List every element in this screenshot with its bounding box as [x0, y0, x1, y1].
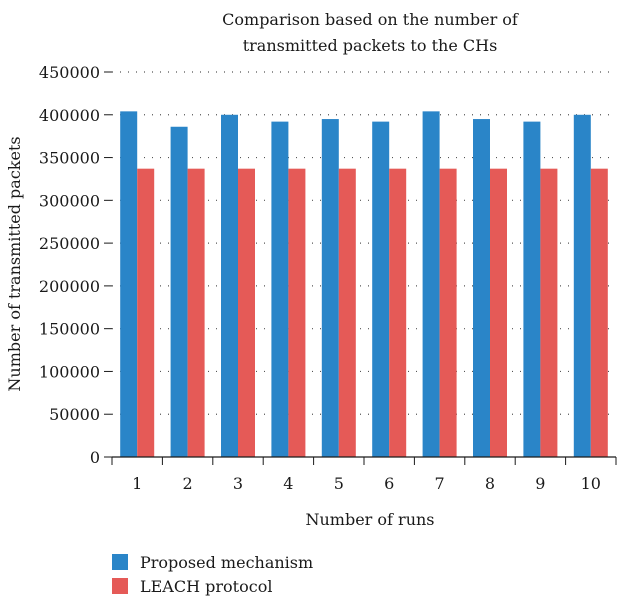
bar-proposed	[422, 111, 440, 457]
bar-leach	[187, 168, 205, 457]
chart-title-line-1: Comparison based on the number of	[222, 10, 519, 29]
bar-leach	[137, 168, 155, 457]
legend-swatch-leach	[112, 578, 128, 594]
y-tick-label: 400000	[39, 106, 100, 125]
y-tick-label: 100000	[39, 362, 100, 381]
bar-leach	[338, 168, 356, 457]
y-tick-label: 150000	[39, 320, 100, 339]
legend-label-proposed: Proposed mechanism	[140, 552, 314, 572]
x-tick-label: 4	[283, 474, 293, 493]
bar-leach	[288, 168, 306, 457]
chart-title-line-2: transmitted packets to the CHs	[243, 36, 498, 55]
bar-leach	[540, 168, 558, 457]
bar-proposed	[170, 126, 188, 457]
bar-proposed	[271, 121, 289, 457]
x-tick-label: 3	[233, 474, 243, 493]
bar-proposed	[321, 119, 339, 458]
y-tick-label: 200000	[39, 277, 100, 296]
x-tick-label: 8	[485, 474, 495, 493]
bar-leach	[490, 168, 507, 457]
y-tick-label: 50000	[49, 405, 100, 424]
bar-leach	[590, 168, 608, 457]
bar-proposed	[473, 119, 490, 458]
x-tick-label: 10	[581, 474, 601, 493]
legend-item-leach: LEACH protocol	[112, 574, 313, 598]
x-tick-label: 1	[132, 474, 142, 493]
bar-proposed	[372, 121, 390, 457]
y-tick-label: 350000	[39, 149, 100, 168]
legend-label-leach: LEACH protocol	[140, 576, 273, 596]
y-tick-label: 250000	[39, 234, 100, 253]
x-tick-label: 9	[535, 474, 545, 493]
legend: Proposed mechanism LEACH protocol	[112, 550, 313, 598]
bar-leach	[439, 168, 457, 457]
y-tick-label: 300000	[39, 191, 100, 210]
legend-item-proposed: Proposed mechanism	[112, 550, 313, 574]
y-tick-label: 0	[90, 448, 100, 467]
bar-proposed	[523, 121, 541, 457]
x-tick-label: 5	[334, 474, 344, 493]
bar-leach	[389, 168, 407, 457]
x-axis-label: Number of runs	[305, 510, 434, 529]
bars	[120, 111, 608, 458]
x-axis: 1 2 3 4 5 6 7 8 9 10	[111, 456, 617, 493]
y-tick-label: 450000	[39, 63, 100, 82]
legend-swatch-proposed	[112, 554, 128, 570]
x-tick-label: 2	[183, 474, 193, 493]
bar-proposed	[573, 114, 591, 458]
x-tick-label: 7	[435, 474, 445, 493]
bar-proposed	[120, 111, 138, 457]
bar-proposed	[221, 114, 238, 458]
x-tick-label: 6	[384, 474, 394, 493]
bar-leach	[238, 168, 255, 457]
y-axis-label: Number of transmitted packets	[5, 136, 24, 391]
y-axis: 0 50000 100000 150000 200000 250000 300000 3500…	[39, 63, 112, 467]
